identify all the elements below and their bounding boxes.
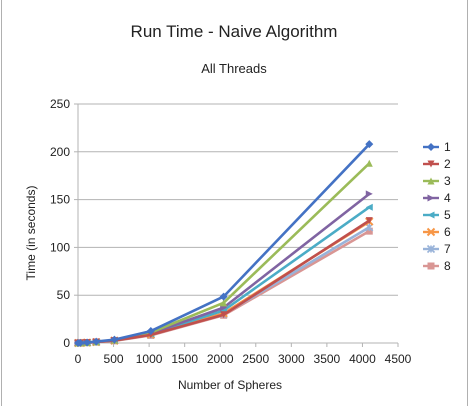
data-point bbox=[365, 159, 373, 167]
series-4 bbox=[74, 190, 373, 347]
data-point bbox=[365, 190, 373, 198]
legend-marker bbox=[426, 227, 436, 237]
grid bbox=[78, 103, 398, 344]
x-tick-label: 4500 bbox=[385, 352, 412, 366]
x-tick-label: 500 bbox=[104, 352, 124, 366]
legend-item-3: 3 bbox=[423, 174, 451, 188]
legend-item-1: 1 bbox=[423, 140, 451, 154]
legend-marker bbox=[427, 194, 435, 202]
x-tick-label: 2000 bbox=[207, 352, 234, 366]
x-tick-label: 1000 bbox=[136, 352, 163, 366]
legend-marker bbox=[427, 160, 435, 168]
data-point bbox=[110, 335, 119, 344]
legend-marker bbox=[427, 262, 435, 270]
data-point bbox=[83, 338, 92, 347]
legend-item-2: 2 bbox=[423, 157, 451, 171]
data-point bbox=[92, 337, 101, 346]
legend-item-5: 5 bbox=[423, 208, 451, 222]
legend-label: 7 bbox=[444, 242, 451, 256]
series-8 bbox=[74, 227, 373, 347]
legend-label: 2 bbox=[444, 157, 451, 171]
data-point bbox=[220, 299, 228, 307]
data-point bbox=[365, 227, 373, 235]
series-line bbox=[76, 192, 371, 345]
data-point bbox=[219, 292, 228, 301]
y-tick-label: 150 bbox=[50, 193, 70, 207]
legend-item-7: 7 bbox=[423, 242, 451, 256]
data-point bbox=[365, 140, 374, 149]
legend-item-8: 8 bbox=[423, 259, 451, 273]
legend-marker bbox=[426, 244, 436, 254]
x-axis-label: Number of Spheres bbox=[178, 378, 282, 392]
x-tick-label: 2500 bbox=[242, 352, 269, 366]
chart-title: Run Time - Naive Algorithm bbox=[131, 22, 338, 41]
legend-label: 1 bbox=[444, 140, 451, 154]
x-tick-label: 3000 bbox=[278, 352, 305, 366]
legend-label: 6 bbox=[444, 225, 451, 239]
plot-area bbox=[73, 140, 374, 348]
x-tick-label: 3500 bbox=[314, 352, 341, 366]
legend-marker bbox=[427, 177, 435, 185]
y-axis-label: Time (in seconds) bbox=[24, 186, 38, 281]
legend-label: 5 bbox=[444, 208, 451, 222]
data-point bbox=[365, 203, 373, 211]
legend-marker bbox=[427, 143, 435, 151]
data-point bbox=[146, 327, 155, 336]
x-tick-label: 4000 bbox=[349, 352, 376, 366]
chart-subtitle: All Threads bbox=[201, 61, 267, 76]
legend-marker bbox=[427, 211, 435, 219]
legend-item-4: 4 bbox=[423, 191, 451, 205]
y-tick-label: 0 bbox=[63, 336, 70, 350]
data-point bbox=[220, 311, 228, 319]
legend: 1 2 3 4 5 6 7 8 bbox=[423, 140, 451, 273]
y-tick-label: 200 bbox=[50, 145, 70, 159]
series-line bbox=[76, 226, 371, 345]
y-tick-label: 250 bbox=[50, 97, 70, 111]
legend-label: 4 bbox=[444, 191, 451, 205]
series-1 bbox=[74, 140, 374, 347]
y-tick-label: 100 bbox=[50, 240, 70, 254]
x-tick-label: 1500 bbox=[171, 352, 198, 366]
x-tick-label: 0 bbox=[75, 352, 82, 366]
legend-label: 8 bbox=[444, 259, 451, 273]
data-point bbox=[76, 338, 85, 347]
series-line bbox=[76, 220, 371, 345]
series-7 bbox=[74, 223, 374, 348]
y-tick-label: 50 bbox=[57, 288, 71, 302]
data-point bbox=[365, 217, 373, 225]
legend-label: 3 bbox=[444, 174, 451, 188]
legend-item-6: 6 bbox=[423, 225, 451, 239]
